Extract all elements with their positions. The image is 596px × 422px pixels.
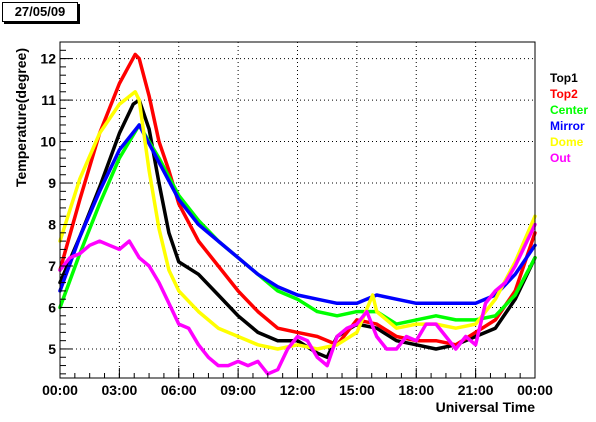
series-line-top1 [58,98,537,360]
y-tick-label: 8 [48,217,56,233]
y-tick-label: 11 [41,92,56,108]
series-lines [58,52,537,376]
x-tick-label: 03:00 [101,382,137,398]
y-tick-label: 12 [40,51,56,67]
legend-entry-top2: Top2 [550,87,578,101]
x-tick-label: 09:00 [220,382,256,398]
x-tick-label: 12:00 [280,382,316,398]
series-line-top2 [58,52,537,347]
legend-entry-dome: Dome [550,135,584,149]
y-tick-label: 10 [40,134,56,150]
legend-entry-top1: Top1 [550,71,578,85]
axis-ticks [59,41,536,378]
y-tick-label: 7 [48,258,56,274]
series-line-mirror [58,123,537,306]
series-line-dome [58,90,537,351]
x-tick-label: 18:00 [398,382,434,398]
y-tick-label: 6 [48,299,56,315]
series-line-out [58,222,537,376]
x-axis-label: Universal Time [436,399,536,415]
y-axis-label: Temperature(degree) [13,48,29,187]
x-tick-label: 00:00 [517,382,553,398]
tick-labels: 00:00 03:00 06:00 09:00 12:00 15:00 18:00 21:00… [40,51,553,398]
x-tick-label: 06:00 [161,382,197,398]
legend: Top1 Top2 Center Mirror Dome Out [550,71,588,165]
x-tick-label: 21:00 [458,382,494,398]
legend-entry-center: Center [550,103,588,117]
y-tick-label: 5 [48,341,56,357]
x-tick-label: 15:00 [339,382,375,398]
date-label: 27/05/09 [2,2,78,22]
x-tick-label: 00:00 [42,382,78,398]
y-tick-label: 9 [48,175,56,191]
legend-entry-mirror: Mirror [550,119,585,133]
legend-entry-out: Out [550,151,571,165]
